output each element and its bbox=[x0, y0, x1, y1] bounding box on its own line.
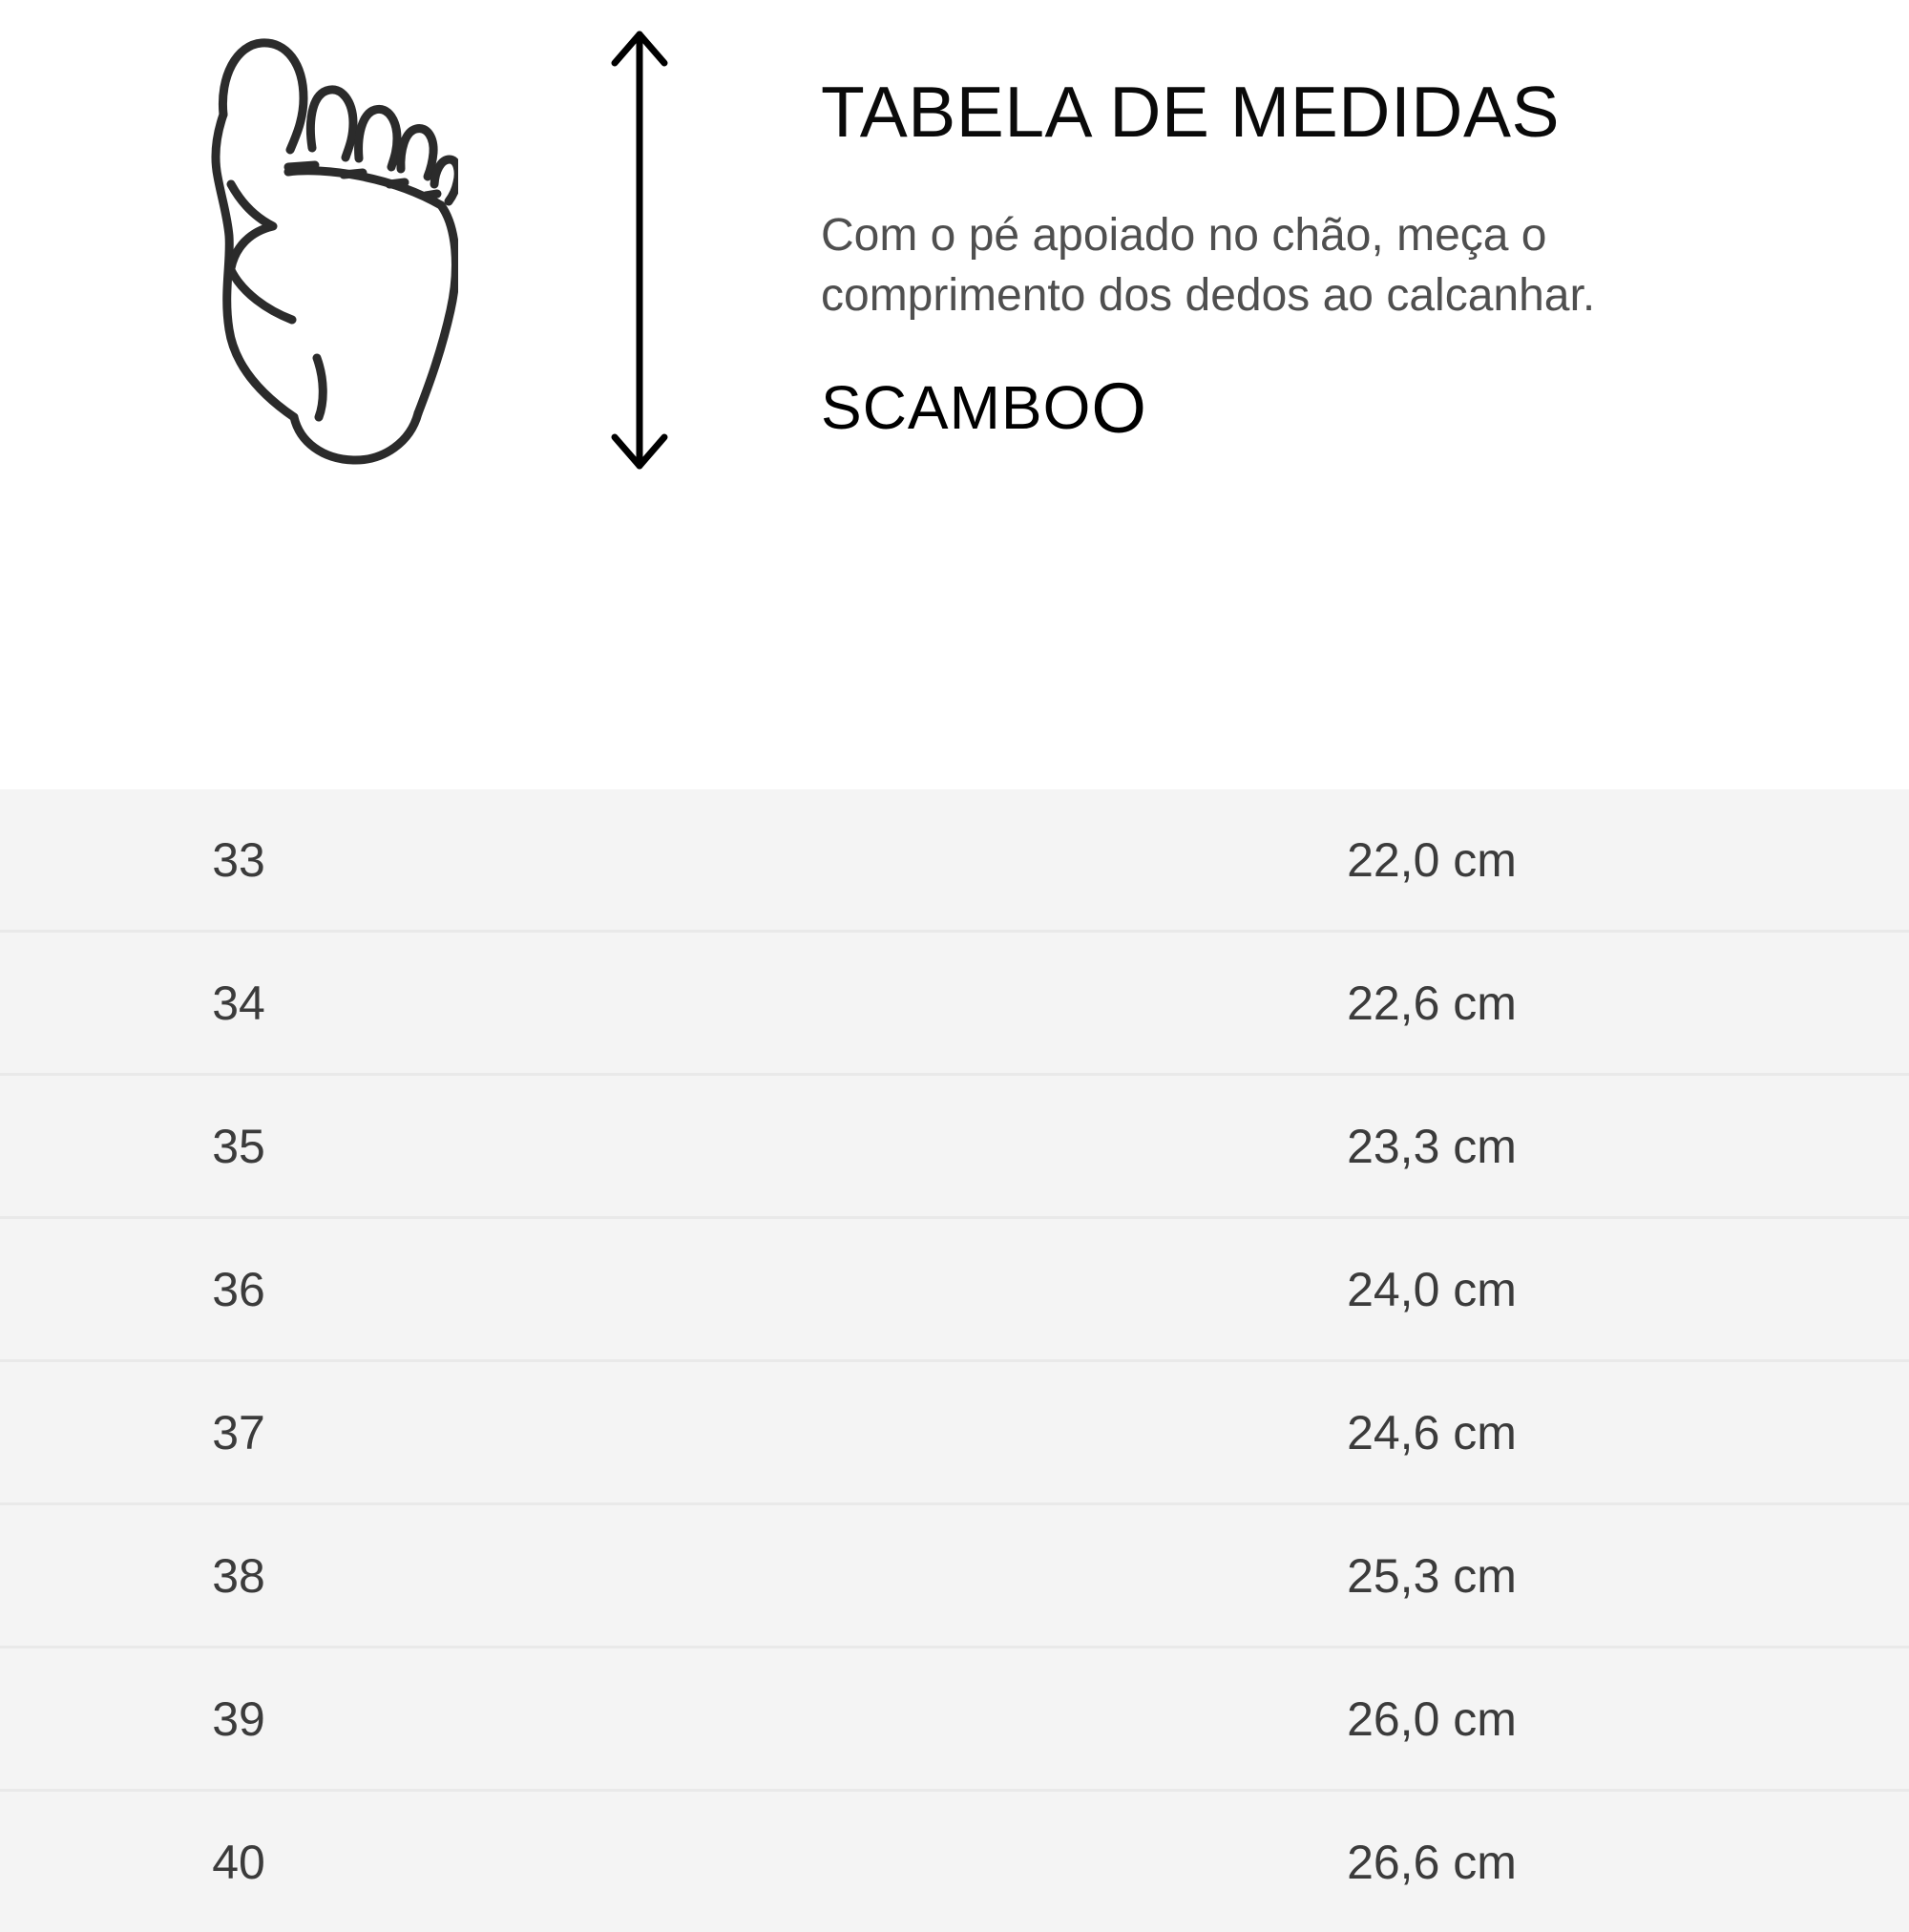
chart-header: TABELA DE MEDIDAS Com o pé apoiado no ch… bbox=[0, 0, 1909, 789]
size-table: 33 22,0 cm 34 22,6 cm 35 23,3 cm 36 24,0 cm 37 24… bbox=[0, 789, 1909, 1932]
page-title: TABELA DE MEDIDAS bbox=[821, 72, 1560, 152]
cell-shoe-size: 34 bbox=[212, 976, 265, 1030]
table-row: 40 26,6 cm bbox=[0, 1792, 1909, 1932]
brand-logo-text: SCAMBO bbox=[821, 372, 1092, 442]
vertical-measure-arrow-icon bbox=[573, 21, 706, 479]
cell-shoe-size: 40 bbox=[212, 1835, 265, 1889]
header-text-block: TABELA DE MEDIDAS Com o pé apoiado no ch… bbox=[821, 72, 1775, 444]
cell-shoe-size: 35 bbox=[212, 1119, 265, 1173]
cell-shoe-size: 38 bbox=[212, 1548, 265, 1603]
cell-foot-length: 26,0 cm bbox=[1347, 1691, 1517, 1746]
cell-foot-length: 26,6 cm bbox=[1347, 1835, 1517, 1889]
cell-foot-length: 22,6 cm bbox=[1347, 976, 1517, 1030]
cell-shoe-size: 39 bbox=[212, 1691, 265, 1746]
cell-shoe-size: 33 bbox=[212, 832, 265, 887]
table-row: 36 24,0 cm bbox=[0, 1219, 1909, 1362]
brand-logo-tail: O bbox=[1091, 368, 1147, 448]
foot-sole-outline-icon bbox=[181, 24, 463, 472]
cell-shoe-size: 37 bbox=[212, 1405, 265, 1460]
table-row: 37 24,6 cm bbox=[0, 1362, 1909, 1505]
cell-shoe-size: 36 bbox=[212, 1262, 265, 1316]
cell-foot-length: 23,3 cm bbox=[1347, 1119, 1517, 1173]
cell-foot-length: 25,3 cm bbox=[1347, 1548, 1517, 1603]
measurement-instructions: Com o pé apoiado no chão, meça o comprim… bbox=[821, 210, 1596, 322]
cell-foot-length: 24,6 cm bbox=[1347, 1405, 1517, 1460]
table-row: 38 25,3 cm bbox=[0, 1505, 1909, 1648]
table-row: 33 22,0 cm bbox=[0, 789, 1909, 933]
cell-foot-length: 24,0 cm bbox=[1347, 1262, 1517, 1316]
table-row: 34 22,6 cm bbox=[0, 933, 1909, 1076]
table-row: 39 26,0 cm bbox=[0, 1648, 1909, 1792]
brand-logo: SCAMBOO bbox=[821, 326, 1775, 443]
cell-foot-length: 22,0 cm bbox=[1347, 832, 1517, 887]
table-row: 35 23,3 cm bbox=[0, 1076, 1909, 1219]
